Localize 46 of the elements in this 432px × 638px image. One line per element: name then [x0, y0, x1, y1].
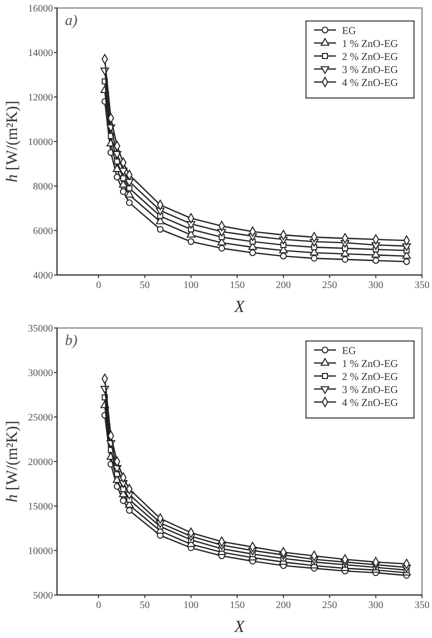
x-tick-label: 0 [96, 600, 102, 611]
chart-title: a) [65, 13, 78, 29]
x-tick-label: 350 [414, 600, 430, 611]
legend-label: 3 % ZnO-EG [342, 65, 398, 76]
y-tick-label: 12000 [28, 92, 53, 104]
legend-label: 1 % ZnO-EG [342, 39, 398, 50]
legend-label: 3 % ZnO-EG [342, 385, 398, 396]
x-tick-label: 350 [414, 280, 430, 291]
x-tick-label: 50 [140, 280, 150, 291]
y-axis-title: h [W/(m²K)] [4, 420, 21, 502]
y-tick-label: 35000 [28, 324, 53, 334]
x-tick-label: 200 [276, 280, 291, 291]
chart-title: b) [65, 333, 78, 349]
x-tick-label: 150 [230, 280, 245, 291]
legend-label: 1 % ZnO-EG [342, 359, 398, 370]
y-tick-label: 5000 [33, 590, 53, 602]
y-axis-title: h [W/(m²K)] [4, 100, 21, 182]
y-tick-label: 4000 [33, 270, 53, 282]
x-tick-label: 200 [276, 600, 291, 611]
y-tick-label: 20000 [28, 457, 53, 468]
legend-label: EG [342, 26, 356, 37]
x-tick-label: 250 [322, 280, 338, 291]
x-tick-label: 100 [183, 600, 198, 611]
x-tick-label: 100 [183, 280, 198, 291]
x-tick-label: 150 [230, 600, 245, 611]
legend-label: 4 % ZnO-EG [342, 78, 398, 89]
x-tick-label: 300 [368, 280, 384, 291]
x-tick-label: 0 [96, 280, 102, 291]
y-tick-label: 8000 [33, 182, 53, 192]
y-tick-label: 25000 [28, 412, 53, 424]
y-tick-label: 6000 [33, 226, 53, 237]
y-tick-label: 14000 [28, 48, 53, 59]
legend-label: 2 % ZnO-EG [342, 52, 398, 63]
legend-label: 2 % ZnO-EG [342, 372, 398, 383]
legend-label: 4 % ZnO-EG [342, 398, 398, 409]
y-tick-label: 10000 [28, 137, 53, 148]
y-tick-label: 16000 [28, 4, 53, 14]
legend-label: EG [342, 346, 356, 357]
x-tick-label: 250 [322, 600, 338, 611]
y-tick-label: 30000 [28, 368, 53, 379]
x-tick-label: 50 [140, 600, 150, 611]
y-tick-label: 15000 [28, 502, 53, 512]
x-axis-title: X [233, 617, 246, 636]
x-tick-label: 300 [368, 600, 384, 611]
x-axis-title: X [233, 297, 246, 316]
y-tick-label: 10000 [28, 546, 53, 557]
